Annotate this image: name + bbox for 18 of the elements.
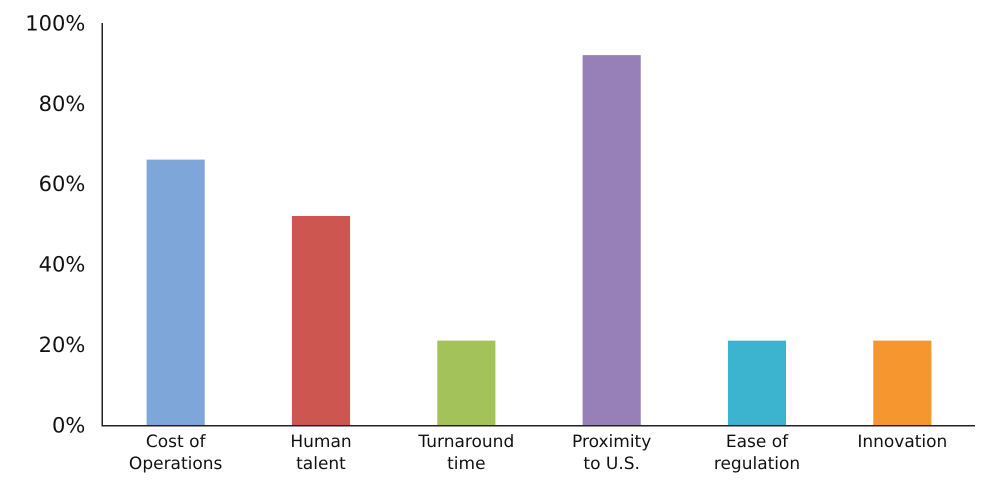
bar bbox=[582, 55, 641, 425]
x-tick-label: Cost of Operations bbox=[128, 432, 223, 474]
bar bbox=[873, 340, 932, 425]
x-tick-label: Proximity to U.S. bbox=[572, 432, 652, 474]
bar bbox=[146, 160, 205, 425]
y-tick-label: 20% bbox=[38, 332, 86, 357]
y-tick-label: 40% bbox=[38, 252, 86, 277]
y-tick-label: 0% bbox=[52, 413, 86, 438]
y-tick-label: 100% bbox=[25, 11, 86, 36]
bar bbox=[292, 216, 350, 425]
bar bbox=[728, 340, 786, 425]
x-tick-label: Human talent bbox=[290, 432, 352, 474]
x-tick-label: Innovation bbox=[857, 432, 948, 452]
bar bbox=[437, 340, 496, 425]
y-tick-label: 60% bbox=[38, 172, 86, 196]
x-tick-label: Turnaround time bbox=[417, 432, 514, 474]
x-tick-label: Ease of regulation bbox=[714, 432, 800, 474]
y-tick-label: 80% bbox=[38, 92, 86, 116]
